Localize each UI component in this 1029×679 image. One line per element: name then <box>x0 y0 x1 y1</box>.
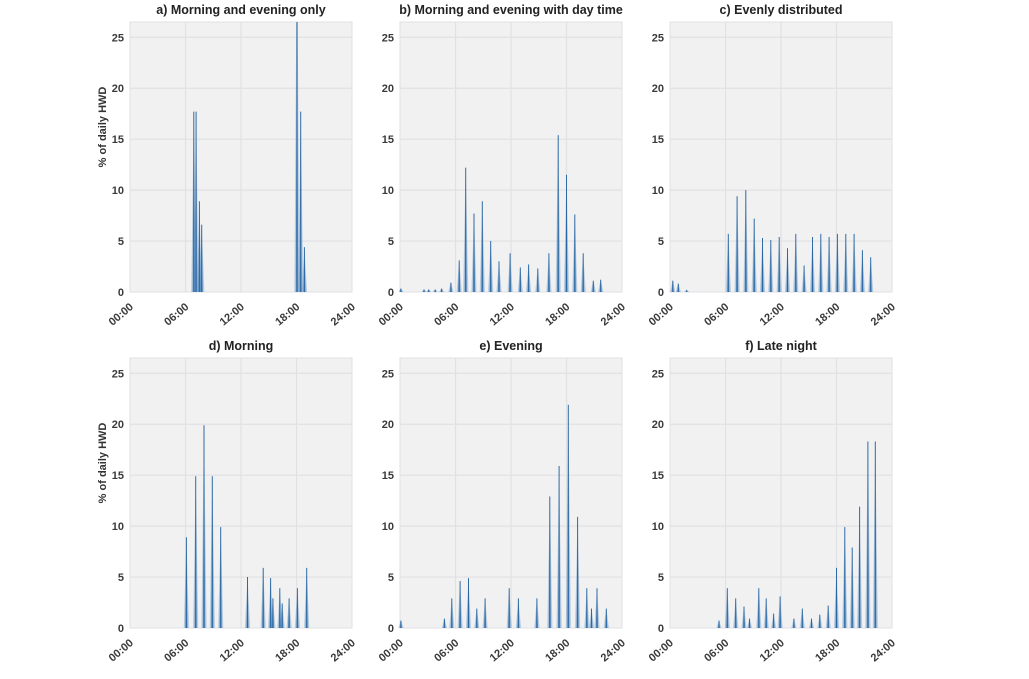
x-tick-label: 24:00 <box>599 637 628 664</box>
x-tick-label: 12:00 <box>218 301 247 328</box>
x-tick-label: 00:00 <box>647 301 676 328</box>
y-tick-label: 20 <box>382 83 394 95</box>
y-axis-label: % of daily HWD <box>97 423 109 504</box>
subplot-b-title: b) Morning and evening with day time <box>399 3 623 17</box>
x-tick-label: 06:00 <box>162 637 191 664</box>
x-tick-label: 18:00 <box>543 637 572 664</box>
y-tick-label: 15 <box>382 470 394 482</box>
x-tick-label: 12:00 <box>488 301 517 328</box>
y-tick-label: 20 <box>652 419 664 431</box>
y-tick-label: 20 <box>112 83 124 95</box>
x-tick-label: 18:00 <box>813 301 842 328</box>
y-tick-label: 15 <box>652 470 664 482</box>
y-tick-label: 5 <box>118 572 124 584</box>
x-tick-label: 18:00 <box>273 301 302 328</box>
x-tick-label: 06:00 <box>702 637 731 664</box>
x-tick-label: 12:00 <box>758 301 787 328</box>
subplot-a-title: a) Morning and evening only <box>156 3 326 17</box>
y-tick-label: 5 <box>118 236 124 248</box>
x-tick-label: 06:00 <box>702 301 731 328</box>
subplot-d-chart: 0 5 10 15 20 25 00:00 06:00 12:00 18:00 24:00 % of … <box>97 357 358 664</box>
y-tick-label: 25 <box>382 368 394 380</box>
subplot-a-chart: 0 5 10 15 20 25 00:00 06:00 12:00 18:00 24:00 % of … <box>97 21 358 328</box>
y-tick-label: 25 <box>382 32 394 44</box>
y-tick-label: 20 <box>382 419 394 431</box>
x-tick-label: 00:00 <box>377 301 406 328</box>
y-tick-label: 15 <box>652 134 664 146</box>
x-tick-label: 24:00 <box>869 301 898 328</box>
x-tick-label: 00:00 <box>107 637 136 664</box>
subplot-b-chart: 0 5 10 15 20 25 00:00 06:00 12:00 18:00 24:00 <box>377 21 628 328</box>
x-tick-label: 00:00 <box>647 637 676 664</box>
y-tick-label: 10 <box>652 521 664 533</box>
y-tick-label: 5 <box>658 236 664 248</box>
y-tick-label: 25 <box>112 32 124 44</box>
y-tick-label: 10 <box>382 185 394 197</box>
y-tick-label: 20 <box>112 419 124 431</box>
x-tick-label: 24:00 <box>329 301 358 328</box>
subplot-f-chart: 0 5 10 15 20 25 00:00 06:00 12:00 18:00 24:00 <box>647 357 898 664</box>
x-tick-label: 12:00 <box>218 637 247 664</box>
y-tick-label: 25 <box>652 32 664 44</box>
subplot-e-title: e) Evening <box>479 339 543 353</box>
y-tick-label: 15 <box>382 134 394 146</box>
y-tick-label: 0 <box>388 623 394 635</box>
subplot-d: d) Morning 0 5 10 15 20 25 00:00 06:00 12:00 18:0… <box>96 338 366 672</box>
x-tick-label: 18:00 <box>543 301 572 328</box>
y-axis-label: % of daily HWD <box>97 87 109 168</box>
x-tick-label: 00:00 <box>377 637 406 664</box>
x-tick-label: 24:00 <box>869 637 898 664</box>
x-tick-label: 06:00 <box>432 637 461 664</box>
subplot-e: e) Evening 0 5 10 15 20 25 00:00 06:00 12:00 18:0… <box>366 338 636 672</box>
y-tick-label: 25 <box>652 368 664 380</box>
x-tick-label: 12:00 <box>758 637 787 664</box>
x-tick-label: 06:00 <box>432 301 461 328</box>
y-tick-label: 0 <box>118 623 124 635</box>
subplot-c-title: c) Evenly distributed <box>719 3 843 17</box>
x-tick-label: 18:00 <box>813 637 842 664</box>
subplot-b: b) Morning and evening with day time 0 5 1… <box>366 2 636 336</box>
x-tick-label: 12:00 <box>488 637 517 664</box>
x-tick-label: 06:00 <box>162 301 191 328</box>
subplot-a: a) Morning and evening only 0 5 10 15 20 25 00… <box>96 2 366 336</box>
y-tick-label: 5 <box>658 572 664 584</box>
subplot-c-chart: 0 5 10 15 20 25 00:00 06:00 12:00 18:00 24:00 <box>647 21 898 328</box>
y-tick-label: 15 <box>112 134 124 146</box>
y-tick-label: 25 <box>112 368 124 380</box>
x-tick-label: 24:00 <box>329 637 358 664</box>
x-tick-label: 18:00 <box>273 637 302 664</box>
subplot-grid: a) Morning and evening only 0 5 10 15 20 25 00… <box>96 2 916 674</box>
subplot-f-title: f) Late night <box>745 339 817 353</box>
y-tick-label: 10 <box>112 521 124 533</box>
x-tick-label: 24:00 <box>599 301 628 328</box>
y-tick-label: 10 <box>652 185 664 197</box>
y-tick-label: 15 <box>112 470 124 482</box>
y-tick-label: 0 <box>658 623 664 635</box>
y-tick-label: 20 <box>652 83 664 95</box>
y-tick-label: 5 <box>388 572 394 584</box>
y-tick-label: 10 <box>382 521 394 533</box>
subplot-c: c) Evenly distributed 0 5 10 15 20 25 00:00 06:… <box>636 2 906 336</box>
y-tick-label: 0 <box>118 287 124 299</box>
subplot-e-chart: 0 5 10 15 20 25 00:00 06:00 12:00 18:00 24:00 <box>377 357 628 664</box>
subplot-d-title: d) Morning <box>208 339 274 353</box>
y-tick-label: 5 <box>388 236 394 248</box>
y-tick-label: 10 <box>112 185 124 197</box>
y-tick-label: 0 <box>388 287 394 299</box>
x-tick-label: 00:00 <box>107 301 136 328</box>
y-tick-label: 0 <box>658 287 664 299</box>
subplot-f: f) Late night 0 5 10 15 20 25 00:00 06:00 12:00 1… <box>636 338 906 672</box>
